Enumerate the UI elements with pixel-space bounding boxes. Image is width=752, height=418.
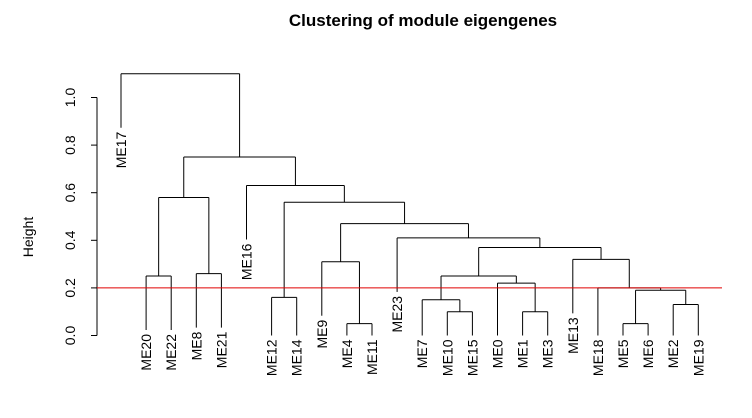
leaf-label: ME3 [540, 339, 556, 368]
leaf-label: ME22 [163, 334, 179, 371]
leaf-label: ME16 [239, 243, 255, 280]
leaf-label: ME13 [565, 317, 581, 354]
leaf-label: ME6 [640, 339, 656, 368]
y-tick-label: 0.0 [62, 326, 78, 346]
leaf-label: ME0 [490, 339, 506, 368]
leaf-label: ME20 [138, 334, 154, 371]
leaf-label: ME19 [690, 339, 706, 376]
y-tick-label: 0.2 [62, 278, 78, 298]
y-axis: 0.0 0.2 0.4 0.6 0.8 1.0 [62, 88, 98, 346]
y-axis-label: Height [20, 217, 36, 258]
y-tick-label: 0.6 [62, 183, 78, 203]
y-tick-label: 0.8 [62, 135, 78, 155]
leaf-label: ME17 [113, 131, 129, 168]
leaf-label: ME12 [264, 339, 280, 376]
leaf-label: ME4 [339, 339, 355, 368]
leaf-labels: ME17 ME20 ME22 ME8 ME21 ME16 ME12 ME14 ME9 ME4 ME1… [113, 131, 706, 376]
leaf-label: ME14 [289, 339, 305, 376]
leaf-label: ME11 [364, 339, 380, 375]
leaf-label: ME7 [414, 339, 430, 368]
leaf-label: ME10 [439, 339, 455, 376]
leaf-label: ME18 [590, 339, 606, 376]
leaf-label: ME9 [314, 320, 330, 349]
leaf-label: ME21 [213, 331, 229, 368]
y-tick-label: 0.4 [62, 230, 78, 250]
leaf-label: ME23 [389, 296, 405, 333]
y-tick-label: 1.0 [62, 88, 78, 108]
leaf-label: ME1 [515, 339, 531, 368]
leaf-label: ME5 [615, 339, 631, 368]
dendrogram-branches [120, 73, 699, 336]
leaf-label: ME15 [464, 339, 480, 376]
leaf-label: ME8 [188, 331, 204, 360]
chart-title: Clustering of module eigengenes [289, 11, 557, 30]
leaf-label: ME2 [665, 339, 681, 368]
